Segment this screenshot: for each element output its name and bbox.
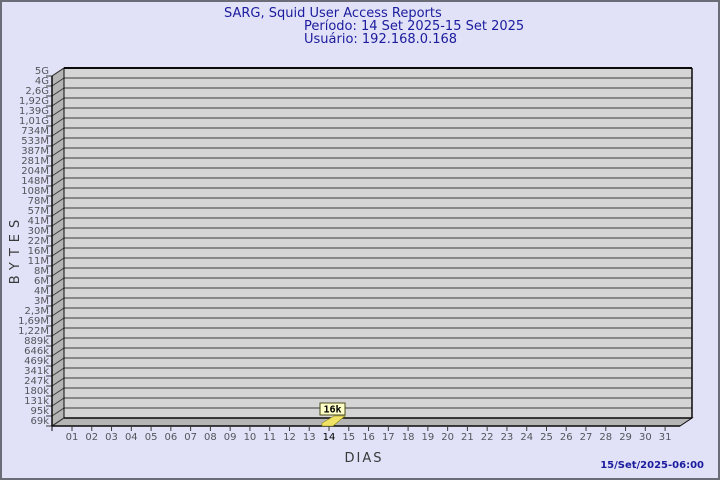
x-axis-title: DIAS <box>344 451 384 466</box>
y-tick-label: 1,69M <box>18 316 49 327</box>
x-tick-label: 13 <box>303 432 316 443</box>
x-tick-label: 10 <box>244 432 257 443</box>
bar-value-box <box>319 402 346 416</box>
y-tick-label: 69k <box>30 416 49 427</box>
x-tick-label: 01 <box>66 432 79 443</box>
y-tick-label: 533M <box>21 136 49 147</box>
y-tick-label: 247k <box>24 376 49 387</box>
y-tick-label: 16M <box>28 246 49 257</box>
x-tick-label: 09 <box>224 432 237 443</box>
y-tick-label: 646k <box>24 346 49 357</box>
x-tick-label: 21 <box>461 432 474 443</box>
x-tick-label: 11 <box>263 432 276 443</box>
bar-day-14 <box>321 415 346 427</box>
y-tick-label: 1,01G <box>19 116 49 127</box>
y-tick-label: 22M <box>28 236 49 247</box>
generation-timestamp: 15/Set/2025-06:00 <box>600 460 704 471</box>
x-tick-label: 31 <box>659 432 672 443</box>
y-tick-label: 734M <box>21 126 49 137</box>
y-tick-label: 6M <box>34 276 49 287</box>
x-tick-label: 05 <box>145 432 158 443</box>
y-tick-label: 889k <box>24 336 49 347</box>
y-tick-label: 204M <box>21 166 49 177</box>
y-tick-label: 180k <box>24 386 49 397</box>
y-tick-label: 148M <box>21 176 49 187</box>
x-tick-label: 14 <box>323 432 336 443</box>
x-tick-label: 29 <box>619 432 632 443</box>
y-tick-label: 108M <box>21 186 49 197</box>
y-tick-label: 11M <box>28 256 49 267</box>
x-tick-label: 26 <box>560 432 573 443</box>
y-tick-label: 131k <box>24 396 49 407</box>
bar-value-label: 16k <box>323 405 341 416</box>
x-tick-label: 07 <box>184 432 197 443</box>
x-tick-label: 04 <box>125 432 138 443</box>
x-tick-label: 20 <box>441 432 454 443</box>
y-tick-label: 1,39G <box>19 106 49 117</box>
x-tick-label: 18 <box>402 432 415 443</box>
x-tick-label: 23 <box>501 432 514 443</box>
x-tick-label: 22 <box>481 432 494 443</box>
x-tick-label: 15 <box>342 432 355 443</box>
x-tick-label: 17 <box>382 432 395 443</box>
y-tick-label: 4M <box>34 286 49 297</box>
y-tick-label: 8M <box>34 266 49 277</box>
report-period: Período: 14 Set 2025-15 Set 2025 <box>304 19 525 34</box>
x-tick-label: 24 <box>520 432 533 443</box>
y-tick-label: 2,3M <box>24 306 49 317</box>
y-tick-label: 41M <box>28 216 49 227</box>
report-user: Usuário: 192.168.0.168 <box>304 32 458 47</box>
y-tick-label: 2,6G <box>25 86 49 97</box>
x-tick-label: 03 <box>105 432 118 443</box>
x-tick-label: 16 <box>362 432 375 443</box>
y-tick-label: 387M <box>21 146 49 157</box>
x-tick-label: 12 <box>283 432 296 443</box>
x-tick-label: 30 <box>639 432 652 443</box>
y-tick-label: 78M <box>28 196 49 207</box>
y-tick-label: 341k <box>24 366 49 377</box>
x-tick-label: 06 <box>164 432 177 443</box>
y-tick-label: 57M <box>28 206 49 217</box>
y-tick-label: 4G <box>35 76 49 87</box>
y-tick-label: 30M <box>28 226 49 237</box>
x-tick-label: 28 <box>599 432 612 443</box>
x-tick-label: 19 <box>421 432 434 443</box>
y-tick-label: 5G <box>35 66 49 77</box>
y-tick-label: 281M <box>21 156 49 167</box>
y-tick-label: 1,92G <box>19 96 49 107</box>
x-tick-label: 02 <box>85 432 98 443</box>
y-tick-label: 95k <box>30 406 49 417</box>
report-title: SARG, Squid User Access Reports <box>224 6 442 21</box>
x-tick-label: 25 <box>540 432 553 443</box>
y-tick-label: 469k <box>24 356 49 367</box>
x-tick-label: 27 <box>580 432 593 443</box>
y-tick-label: 3M <box>34 296 49 307</box>
x-tick-label: 08 <box>204 432 217 443</box>
y-tick-label: 1,22M <box>18 326 49 337</box>
